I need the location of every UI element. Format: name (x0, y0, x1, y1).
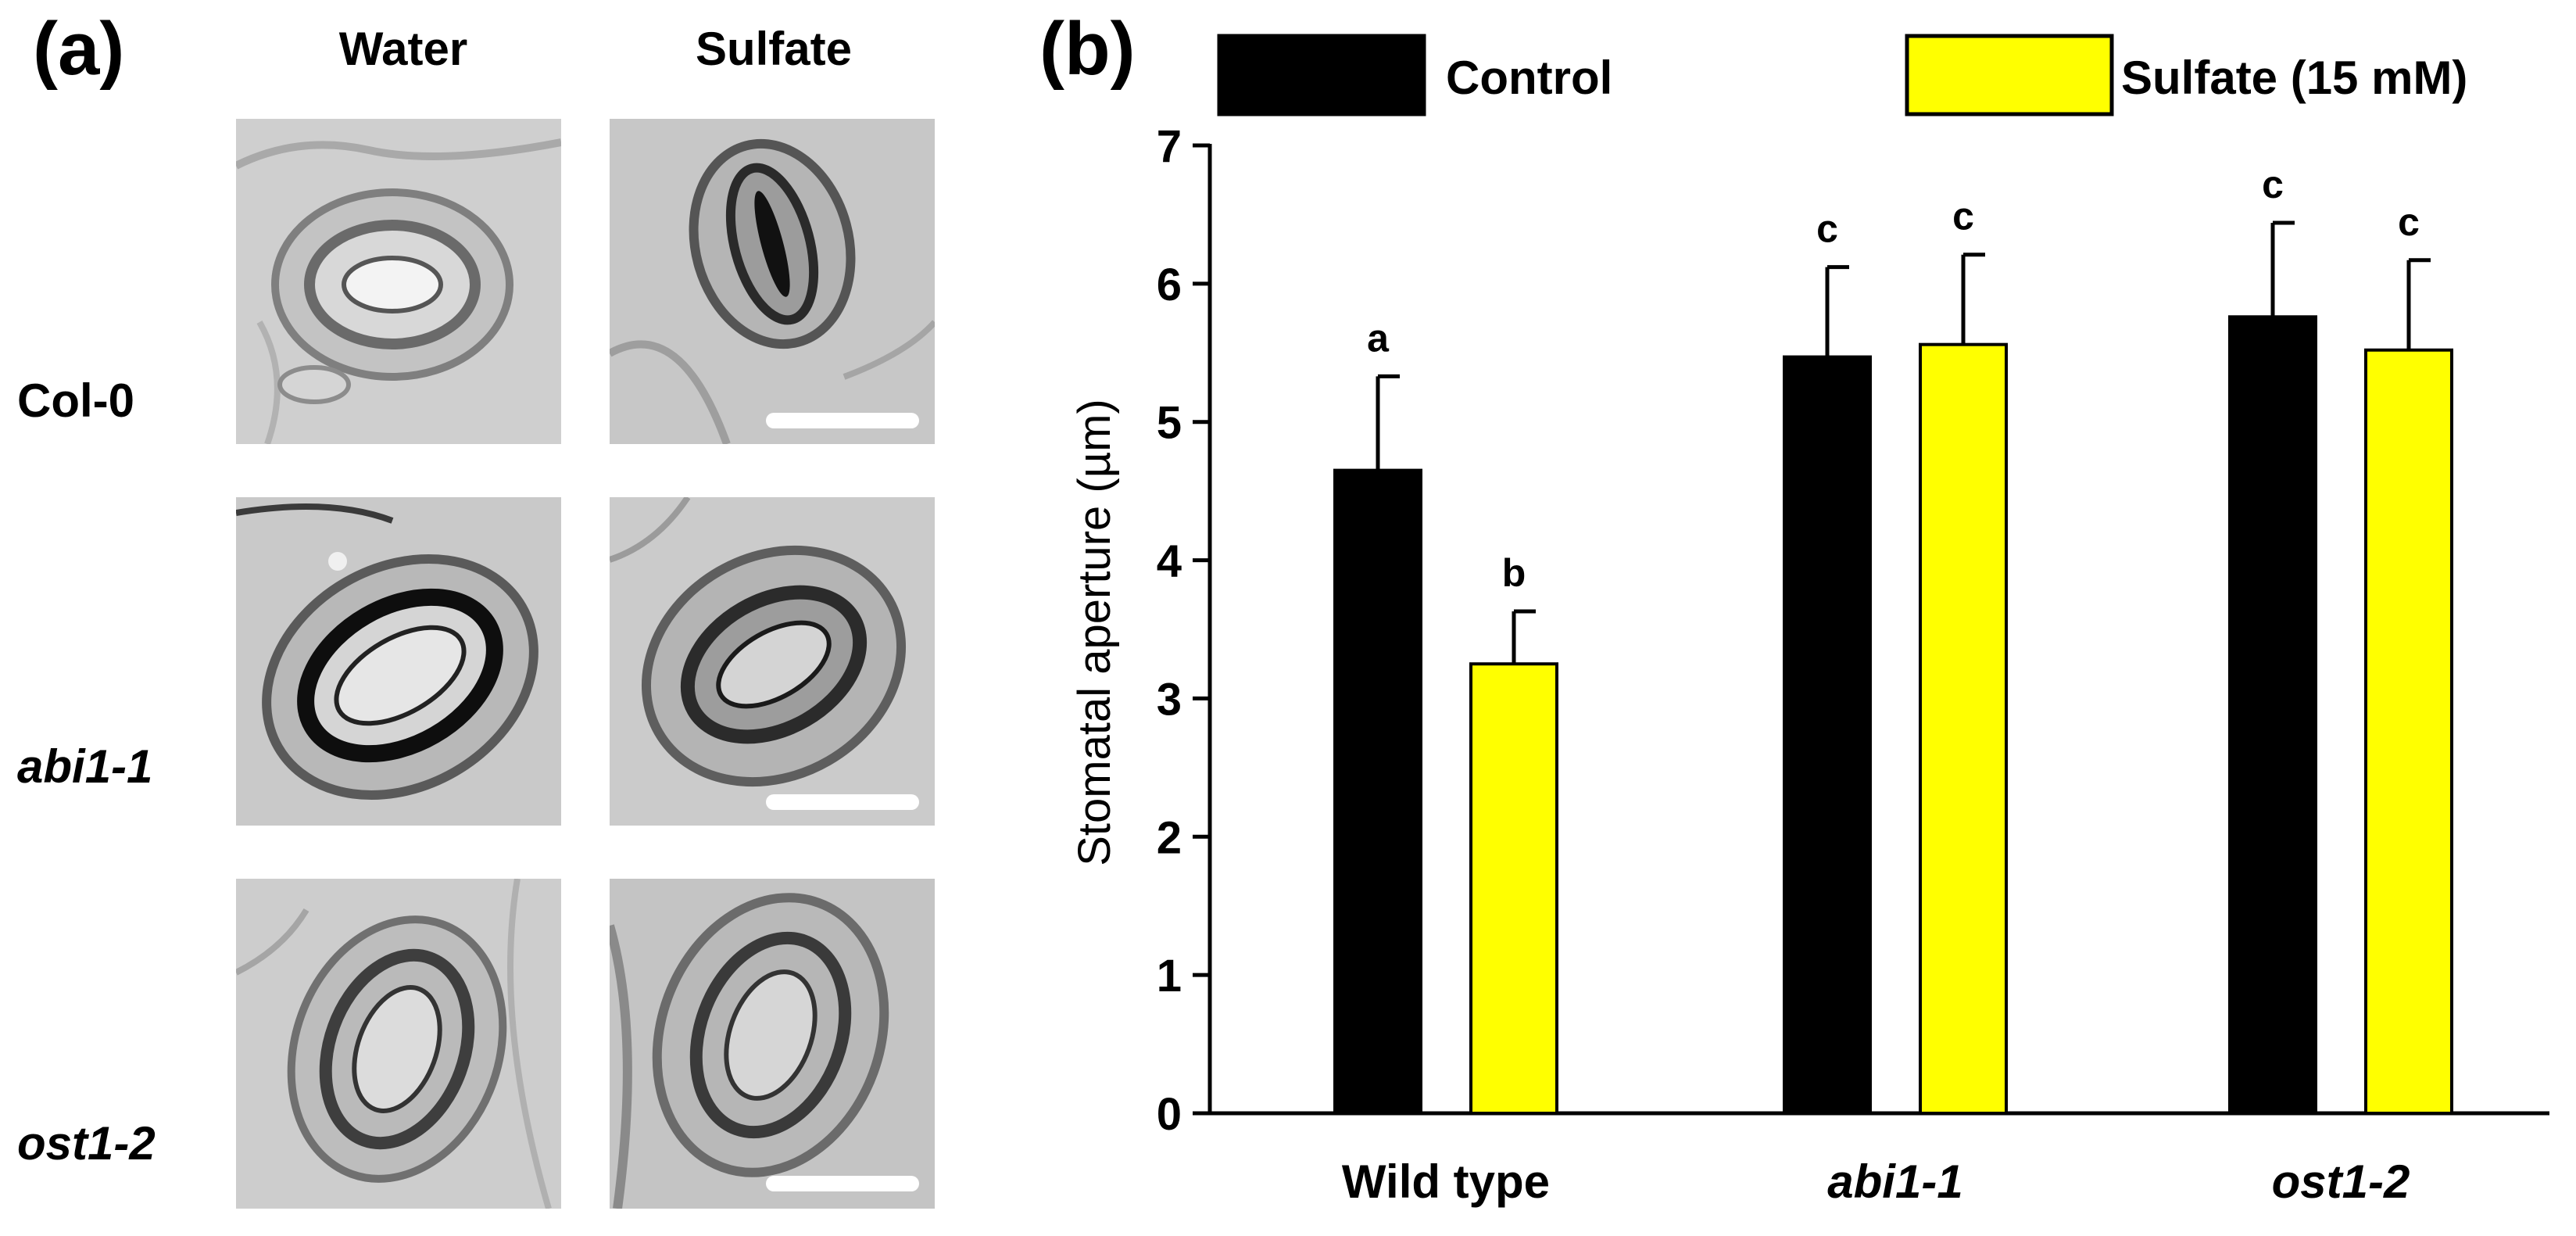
x-tick-label: ost1-2 (2272, 1155, 2410, 1208)
significance-letter: c (1816, 207, 1838, 251)
micrograph-abi1-1-sulfate (610, 497, 935, 826)
scale-bar (766, 413, 919, 428)
y-tick-label: 2 (1157, 812, 1182, 863)
micrograph-ost1-2-water (236, 879, 561, 1209)
bar-control (2228, 315, 2317, 1115)
scale-bar (766, 794, 919, 810)
row-label-col0: Col-0 (17, 374, 134, 427)
significance-letter: b (1502, 551, 1526, 595)
row-label-ost1-2: ost1-2 (17, 1117, 156, 1170)
y-tick-label: 1 (1157, 951, 1182, 1001)
micrograph-abi1-1-water (236, 497, 561, 826)
significance-letter: c (2398, 200, 2420, 244)
legend-swatch (1217, 34, 1426, 116)
significance-letter: c (2262, 163, 2284, 206)
significance-letter: c (1952, 195, 1974, 238)
significance-letter: a (1367, 316, 1390, 360)
panel-a-letter: (a) (33, 7, 125, 91)
y-tick-label: 6 (1157, 260, 1182, 310)
bar-sulfate (1469, 662, 1558, 1115)
column-header-sulfate: Sulfate (695, 23, 853, 75)
legend-label: Control (1446, 52, 1612, 104)
y-tick-label: 3 (1157, 674, 1182, 725)
column-header-water: Water (338, 23, 468, 75)
y-tick-label: 4 (1157, 536, 1182, 587)
bar-control (1333, 468, 1422, 1115)
micrograph-col0-water (236, 119, 561, 444)
panel-b-letter: (b) (1039, 7, 1136, 91)
y-tick-label: 7 (1157, 121, 1182, 172)
micrograph-ost1-2-sulfate (610, 879, 935, 1209)
x-tick-label: Wild type (1342, 1155, 1550, 1208)
y-axis-label: Stomatal aperture (µm) (1069, 399, 1120, 866)
legend-label: Sulfate (15 mM) (2121, 52, 2467, 104)
row-label-abi1-1: abi1-1 (17, 740, 153, 793)
legend-swatch (1905, 34, 2114, 116)
bar-sulfate (1919, 342, 2008, 1116)
bar-sulfate (2364, 348, 2453, 1115)
x-tick-label: abi1-1 (1827, 1155, 1962, 1208)
scale-bar (766, 1176, 919, 1191)
micrograph-col0-sulfate (610, 119, 935, 444)
y-tick-label: 5 (1157, 398, 1182, 449)
bar-control (1783, 355, 1872, 1115)
y-tick-label: 0 (1157, 1089, 1182, 1140)
